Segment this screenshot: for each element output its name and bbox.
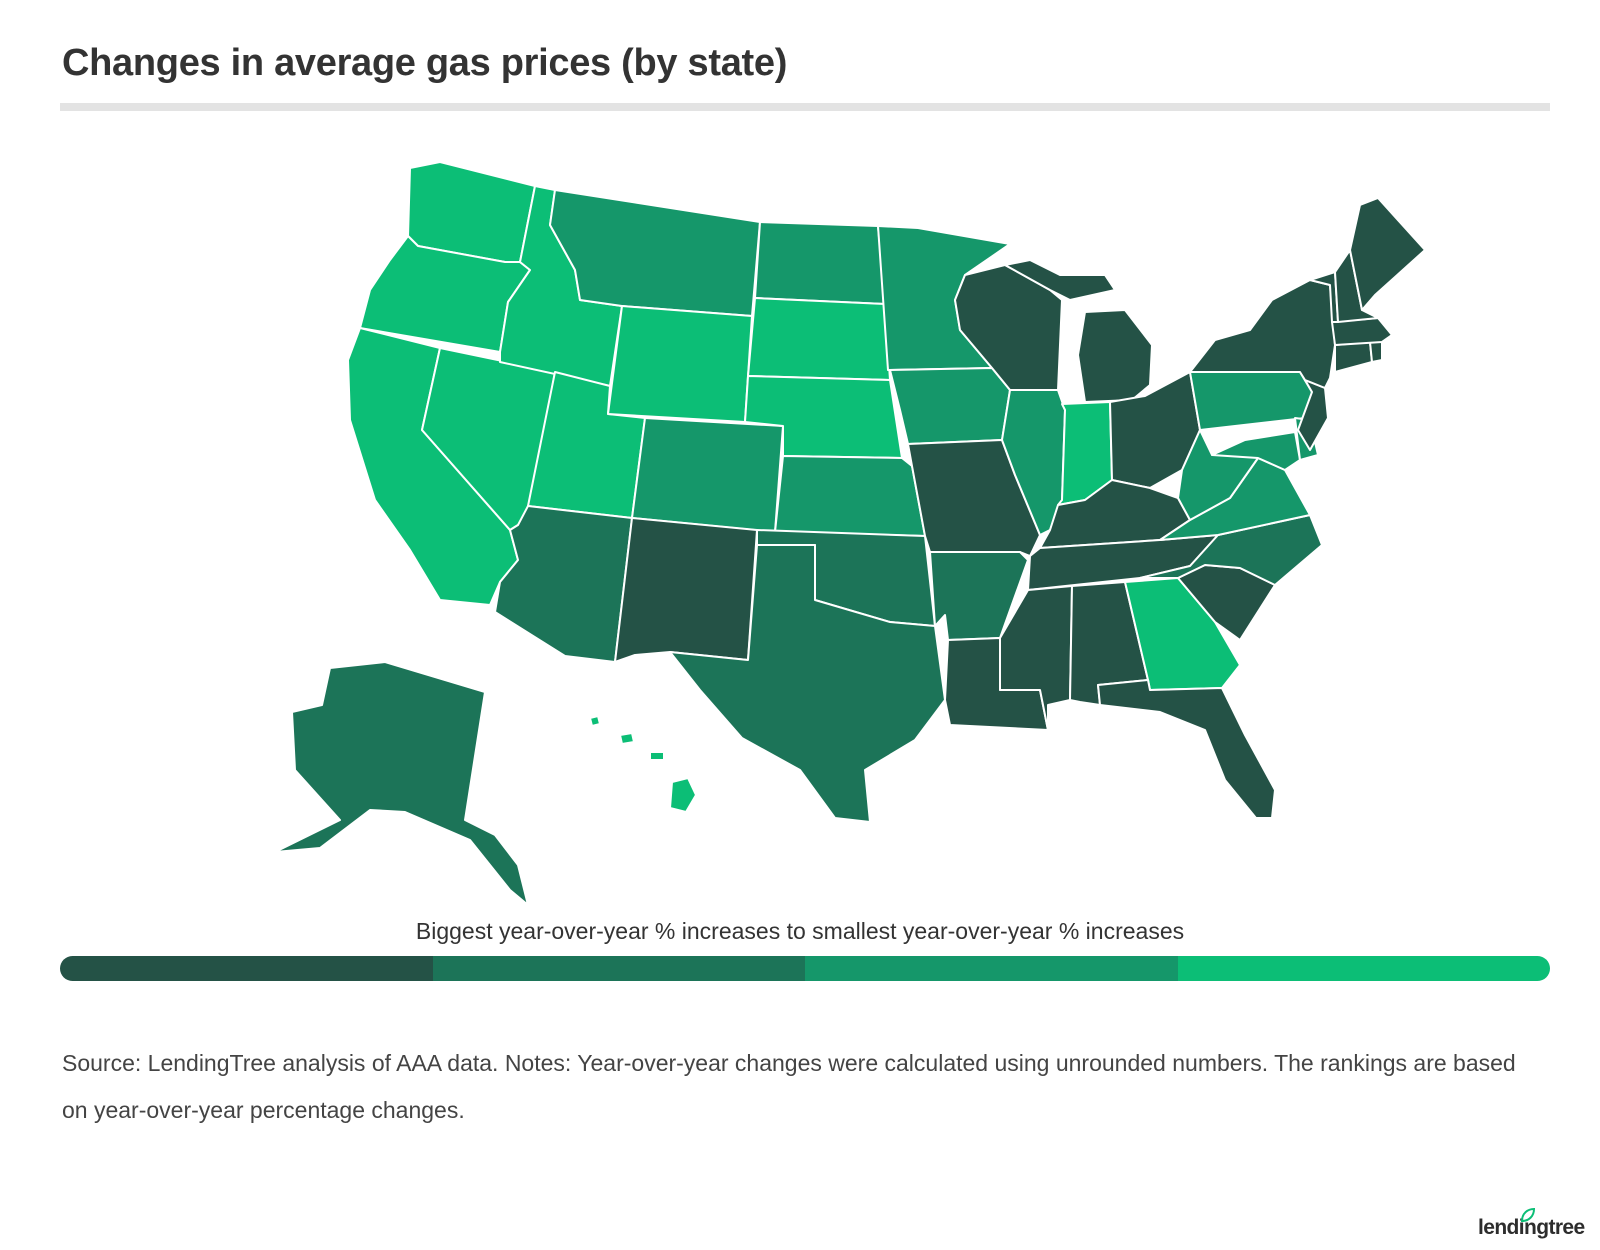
legend-label: Biggest year-over-year % increases to sm… [415,918,1185,944]
state-ME[interactable] [1349,197,1426,311]
legend-segment-smallest [1177,956,1550,981]
state-NY[interactable] [1189,279,1336,389]
state-MI[interactable] [1077,309,1153,403]
title-divider [60,103,1550,111]
state-MI-upper[interactable] [1004,259,1116,301]
legend-bar [60,956,1550,981]
state-CO[interactable] [631,417,784,533]
chart-title: Changes in average gas prices (by state) [62,42,788,84]
state-TX[interactable] [669,544,946,823]
state-MT[interactable] [549,189,761,317]
state-AK[interactable] [274,661,529,906]
state-RI[interactable] [1369,341,1383,363]
state-ND[interactable] [754,221,886,305]
state-PA[interactable] [1189,371,1313,431]
state-NC[interactable] [1139,514,1323,586]
lendingtree-logo: lendingtree [1478,1216,1585,1239]
state-SD[interactable] [747,297,891,381]
state-FL[interactable] [1097,679,1276,819]
legend-segment-3 [805,956,1178,981]
source-note: Source: LendingTree analysis of AAA data… [62,1050,1516,1123]
state-HI[interactable] [589,715,697,813]
state-VT[interactable] [1309,271,1339,323]
state-IA[interactable] [889,367,1011,445]
state-CT[interactable] [1334,341,1373,373]
legend-segment-biggest [60,956,433,981]
state-WY[interactable] [607,305,753,423]
state-AZ[interactable] [494,505,633,663]
legend-segment-2 [432,956,805,981]
state-NM[interactable] [614,517,758,663]
leaf-icon [1520,1207,1536,1223]
state-KS[interactable] [774,455,926,537]
